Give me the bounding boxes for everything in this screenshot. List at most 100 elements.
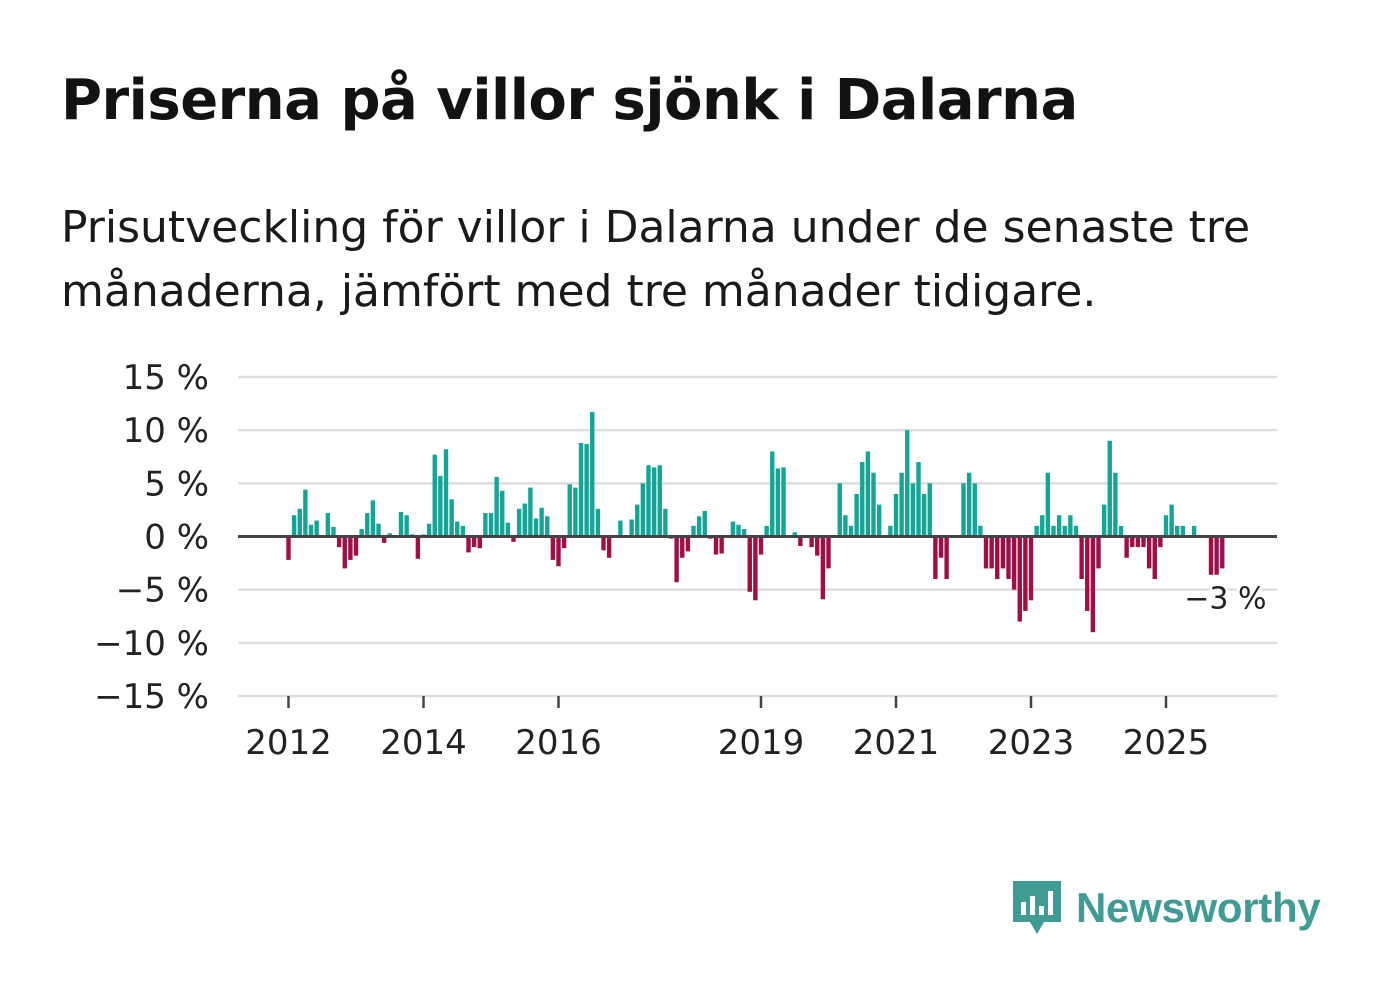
bar: [966, 472, 972, 537]
bar: [1191, 525, 1197, 537]
bar: [663, 508, 668, 537]
y-tick-label: 15 %: [123, 358, 209, 398]
bar: [983, 536, 989, 569]
bar: [471, 536, 477, 548]
bar: [910, 483, 916, 537]
bar: [635, 504, 640, 537]
bar: [415, 536, 421, 559]
bar: [1068, 515, 1073, 537]
bar: [629, 519, 634, 537]
bar: [1118, 525, 1124, 537]
bar: [556, 536, 561, 567]
bar: [713, 536, 719, 555]
bar: [848, 525, 854, 537]
bar: [1130, 536, 1135, 548]
bar: [387, 533, 392, 537]
chart-title: Priserna på villor sjönk i Dalarna: [61, 68, 1078, 133]
bar: [500, 490, 505, 537]
y-tick-label: 0 %: [144, 518, 209, 558]
bar: [798, 536, 803, 547]
bar: [539, 507, 544, 537]
brand-name: Newsworthy: [1076, 884, 1321, 931]
bar: [1056, 515, 1062, 537]
bar: [342, 536, 347, 569]
bar: [1220, 536, 1225, 569]
bar: [921, 493, 927, 537]
bar: [533, 518, 539, 537]
bar: [809, 536, 814, 548]
bar: [561, 536, 567, 549]
bar: [438, 475, 443, 537]
x-tick-label: 2012: [245, 723, 332, 763]
newsworthy-logo: Newsworthy: [1010, 878, 1321, 938]
bar: [460, 525, 466, 537]
bar: [1034, 525, 1039, 537]
bar: [567, 484, 572, 537]
bar: [1073, 525, 1079, 537]
bar: [719, 536, 724, 554]
bar: [1011, 536, 1017, 590]
bar: [1023, 536, 1028, 611]
bar: [336, 536, 342, 548]
bar: [927, 483, 932, 537]
bar: [325, 513, 331, 537]
bar: [365, 513, 370, 537]
bar: [741, 529, 747, 537]
bar: [516, 508, 522, 537]
bar: [792, 532, 797, 537]
bar: [466, 536, 471, 553]
bar: [871, 472, 876, 537]
bar: [455, 521, 460, 537]
bar: [865, 451, 871, 537]
bar: [989, 536, 994, 569]
bar: [781, 467, 786, 537]
bar: [815, 536, 820, 556]
bar: [353, 536, 359, 556]
bar: [1208, 536, 1214, 575]
bar: [1124, 536, 1129, 558]
x-tick-label: 2019: [718, 723, 805, 763]
bar: [550, 536, 556, 560]
bar: [905, 430, 910, 537]
bar: [702, 510, 707, 537]
bar: [1158, 536, 1163, 548]
bar: [1040, 515, 1045, 537]
bar: [584, 443, 589, 537]
bar: [505, 522, 511, 537]
bar: [944, 536, 949, 580]
x-tick-label: 2023: [988, 723, 1075, 763]
bar: [1180, 525, 1186, 537]
bar: [522, 503, 527, 537]
bar: [291, 515, 297, 537]
x-tick-label: 2014: [380, 723, 467, 763]
bar: [477, 536, 482, 549]
bar: [1113, 472, 1118, 537]
bar: [398, 512, 404, 537]
last-value-annotation: −3 %: [1184, 581, 1266, 616]
bar: [1017, 536, 1022, 622]
bar: [1062, 525, 1067, 537]
bar: [674, 536, 679, 583]
y-tick-label: −10 %: [94, 624, 209, 664]
bar-series: [286, 412, 1225, 633]
bar: [381, 536, 387, 543]
chart-subtitle: Prisutveckling för villor i Dalarna unde…: [61, 202, 1251, 317]
bar: [978, 525, 983, 537]
bar: [736, 524, 741, 537]
chart-labels: 15 % 10 % 5 % 0 % −5 % −10 % −15 % 2012 2014 2016…: [94, 358, 1269, 763]
bar: [449, 499, 454, 537]
bar: [685, 536, 691, 552]
bar: [494, 476, 499, 537]
x-tick-label: 2021: [853, 723, 940, 763]
bar: [640, 483, 646, 537]
bar: [1090, 536, 1096, 633]
bar: [314, 520, 319, 537]
bar: [1135, 536, 1141, 548]
x-tick-label: 2016: [515, 723, 602, 763]
bar: [1079, 536, 1084, 580]
newsworthy-logo-icon: [1013, 881, 1061, 934]
bar: [933, 536, 938, 580]
bar: [972, 483, 977, 537]
bar: [938, 536, 944, 558]
